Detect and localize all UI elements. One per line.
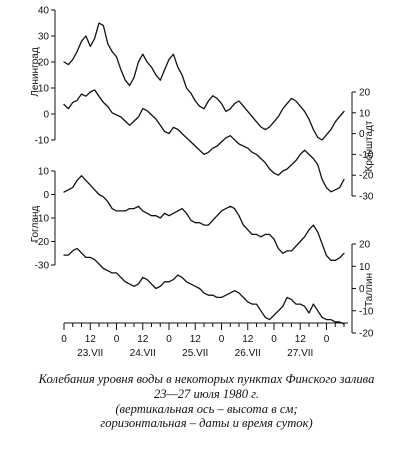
series-3-y-tick-label: 10 bbox=[38, 167, 50, 178]
series-1-y-tick-label: 20 bbox=[38, 58, 50, 69]
time-axis-hour-label: 0 bbox=[166, 334, 172, 345]
series-4-y-tick-label: 10 bbox=[359, 262, 371, 273]
series-1-y-tick-label: 40 bbox=[38, 6, 50, 17]
time-axis-date-label: 27.VII bbox=[287, 348, 313, 359]
time-axis-hour-label: 0 bbox=[219, 334, 225, 345]
series-2-y-tick-label: 0 bbox=[359, 129, 365, 140]
time-axis-hour-label: 12 bbox=[85, 334, 97, 345]
series-3-y-tick-label: -20 bbox=[35, 237, 50, 248]
series-1-y-tick-label: 10 bbox=[38, 84, 50, 95]
series-1-y-tick-label: 30 bbox=[38, 32, 50, 43]
series-4-y-tick-label: 20 bbox=[359, 240, 371, 251]
series-2-y-tick-label: -30 bbox=[359, 192, 374, 203]
chart-series-lines bbox=[63, 22, 345, 325]
series-line-таллин bbox=[63, 247, 345, 325]
time-axis-hour-label: 0 bbox=[61, 334, 67, 345]
time-axis-date-label: 23.VII bbox=[77, 348, 103, 359]
time-axis-hour-label: 0 bbox=[324, 334, 330, 345]
station-label-гогланд: Гогланд bbox=[30, 206, 41, 243]
series-2-y-tick-label: 20 bbox=[359, 88, 371, 99]
series-3-y-tick-label: -10 bbox=[35, 214, 50, 225]
caption-line-3: (вертикальная ось – высота в см; bbox=[115, 401, 298, 416]
time-axis-hour-label: 12 bbox=[190, 334, 202, 345]
time-axis-date-label: 26.VII bbox=[235, 348, 261, 359]
chart-axes bbox=[51, 9, 356, 334]
time-axis-hour-label: 12 bbox=[295, 334, 307, 345]
station-label-ленинград: Ленинград bbox=[30, 47, 41, 97]
series-line-кронштадт bbox=[63, 89, 345, 193]
series-2-y-tick-label: -10 bbox=[359, 150, 374, 161]
series-1-y-tick-label: 0 bbox=[43, 110, 49, 121]
station-label-таллин: Таллин bbox=[364, 273, 375, 307]
series-line-гогланд bbox=[63, 175, 345, 261]
series-4-y-tick-label: -20 bbox=[359, 329, 374, 340]
time-axis-date-label: 24.VII bbox=[130, 348, 156, 359]
series-2-y-tick-label: -20 bbox=[359, 171, 374, 182]
caption-line-1: Колебания уровня воды в некоторых пункта… bbox=[38, 372, 375, 386]
series-2-y-tick-label: 10 bbox=[359, 108, 371, 119]
station-label-кронштадт: Кронштадт bbox=[364, 120, 375, 171]
time-axis-date-label: 25.VII bbox=[182, 348, 208, 359]
series-3-y-tick-label: -30 bbox=[35, 261, 50, 272]
series-1-y-tick-label: -10 bbox=[35, 136, 50, 147]
series-4-y-tick-label: 0 bbox=[359, 284, 365, 295]
time-axis-hour-label: 12 bbox=[242, 334, 254, 345]
caption-line-4: горизонтальная – даты и время суток) bbox=[100, 416, 313, 431]
caption-line-2: 23—27 июля 1980 г. bbox=[153, 386, 260, 401]
series-3-y-tick-label: 0 bbox=[43, 190, 49, 201]
figure-caption: Колебания уровня воды в некоторых пункта… bbox=[0, 372, 413, 431]
time-axis-hour-label: 12 bbox=[137, 334, 149, 345]
series-line-ленинград bbox=[63, 22, 345, 141]
time-axis-hour-label: 0 bbox=[114, 334, 120, 345]
series-4-y-tick-label: -10 bbox=[359, 306, 374, 317]
time-axis-hour-label: 0 bbox=[271, 334, 277, 345]
